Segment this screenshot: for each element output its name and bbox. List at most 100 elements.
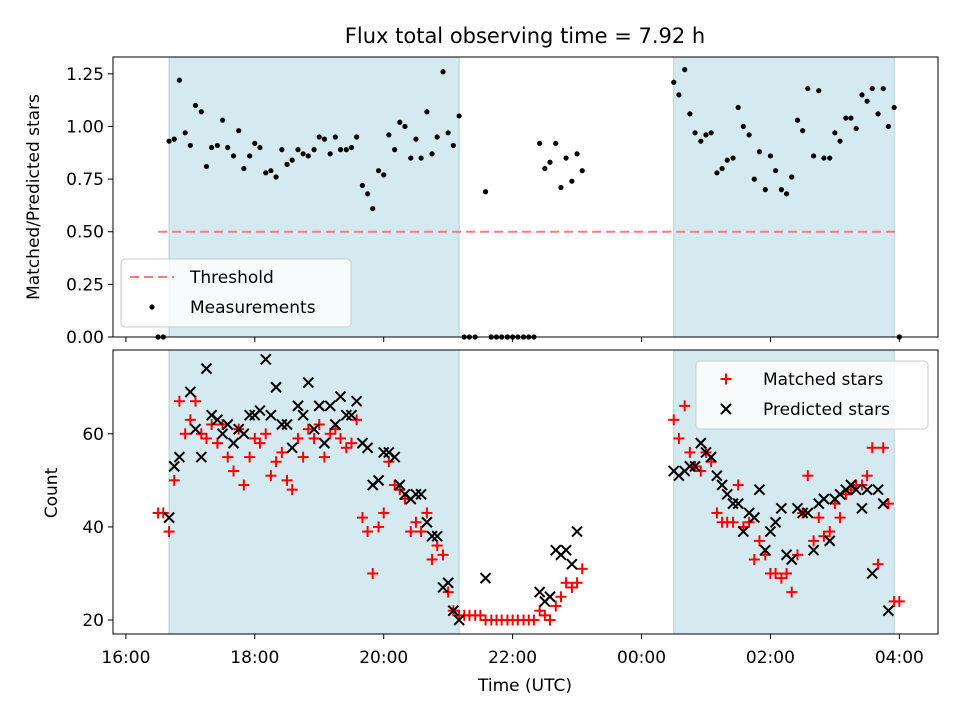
matched-star-point	[200, 432, 212, 444]
predicted-star-point	[796, 507, 809, 519]
bottom-x-tick-label: 18:00	[230, 648, 279, 668]
predicted-star-point	[807, 544, 820, 556]
matched-star-point	[190, 395, 201, 407]
measurement-point	[816, 88, 822, 94]
matched-star-point	[410, 516, 422, 528]
predicted-star-point	[388, 451, 401, 463]
matched-star-point	[877, 442, 889, 454]
matched-star-point	[882, 498, 894, 510]
bottom-y-tick-label: 40	[82, 518, 104, 538]
matched-star-point	[163, 526, 175, 538]
predicted-star-point	[254, 404, 266, 417]
measurement-point	[284, 161, 290, 167]
predicted-star-point	[329, 418, 342, 431]
predicted-star-point	[453, 614, 465, 626]
predicted-star-point	[824, 535, 836, 547]
matched-star-point	[720, 373, 732, 385]
predicted-star-point	[861, 483, 873, 496]
matched-star-point	[168, 474, 180, 486]
predicted-star-point	[727, 497, 739, 510]
measurement-point	[176, 77, 182, 83]
measurement-point	[811, 153, 817, 159]
top-y-tick-label: 0.25	[66, 275, 104, 295]
measurement-point	[891, 104, 897, 111]
predicted-star-point	[297, 409, 309, 421]
measurement-point	[321, 136, 328, 142]
measurement-point	[730, 155, 736, 161]
matched-star-point	[528, 614, 540, 626]
predicted-star-point	[200, 362, 213, 375]
matched-star-point	[222, 451, 234, 463]
measurement-point	[537, 140, 543, 146]
measurement-point	[800, 128, 806, 134]
matched-star-point	[813, 512, 825, 524]
observing-window-shade	[168, 349, 460, 635]
measurement-point	[305, 153, 311, 159]
top-legend-box	[120, 258, 352, 328]
measurement-point	[300, 151, 306, 157]
matched-star-point	[668, 414, 680, 426]
bottom-legend: Matched stars Predicted stars	[695, 360, 929, 430]
predicted-star-point	[238, 428, 250, 440]
predicted-star-point	[764, 525, 777, 538]
matched-star-point	[893, 595, 905, 607]
measurement-point	[682, 67, 688, 73]
top-y-tick-label: 1.25	[66, 65, 104, 85]
measurement-point	[794, 117, 801, 123]
measurement-point	[402, 123, 408, 130]
predicted-star-point	[222, 418, 234, 431]
measurement-point	[778, 187, 784, 193]
measurement-point	[424, 109, 430, 115]
measurement-point	[482, 189, 489, 195]
matched-star-point	[373, 521, 385, 533]
predicted-star-point	[689, 460, 701, 473]
measurement-point	[343, 147, 349, 153]
predicted-star-point	[227, 437, 240, 449]
predicted-star-point	[877, 497, 889, 510]
measurement-point	[676, 92, 682, 98]
measurement-point	[671, 79, 677, 85]
measurement-point	[219, 117, 226, 123]
predicted-star-point	[737, 525, 750, 538]
matched-star-point	[308, 432, 320, 444]
measurement-point	[257, 144, 263, 151]
top-plot: 0.00 0.25 0.50 0.75 1.00 1.25 Matched/Predict…	[24, 56, 939, 348]
top-y-tick-label: 0.00	[66, 328, 104, 348]
measurement-point	[542, 165, 548, 172]
matched-star-point	[786, 586, 798, 598]
measurement-point	[332, 134, 338, 140]
bottom-plot-frame	[112, 349, 939, 635]
measurements-legend-swatch	[149, 304, 155, 310]
measurement-point	[375, 168, 382, 174]
bottom-x-tick-label: 04:00	[875, 648, 924, 668]
measurement-point	[740, 123, 746, 130]
bottom-x-tick-label: 20:00	[359, 648, 408, 668]
matched-star-point	[297, 451, 309, 463]
predicted-star-point	[684, 460, 696, 473]
predicted-star-point	[850, 483, 862, 496]
measurement-point	[875, 111, 881, 117]
matched-star-point	[286, 484, 298, 496]
predicted-star-point	[818, 493, 830, 505]
top-y-tick-label: 1.00	[66, 117, 104, 137]
bottom-y-axis-label: Count	[42, 467, 62, 518]
predicted-star-point	[856, 502, 868, 515]
predicted-star-point	[345, 409, 358, 421]
predicted-star-point	[802, 507, 814, 519]
matched-star-point	[157, 507, 169, 519]
measurement-point	[263, 170, 269, 176]
measurement-point	[687, 111, 693, 117]
matched-star-point	[206, 418, 218, 430]
observing-window-shade	[673, 56, 895, 338]
chart-title: Flux total observing time = 7.92 h	[345, 24, 705, 48]
measurement-point	[853, 125, 859, 132]
matched-star-point	[727, 516, 739, 528]
measurement-point	[767, 153, 774, 159]
predicted-star-point	[759, 544, 771, 556]
predicted-star-point	[324, 400, 336, 412]
predicted-star-point	[566, 558, 578, 570]
predicted-star-point	[447, 605, 460, 617]
measurement-point	[166, 138, 172, 144]
measurement-point	[708, 130, 714, 136]
predicted-star-point	[716, 479, 728, 491]
